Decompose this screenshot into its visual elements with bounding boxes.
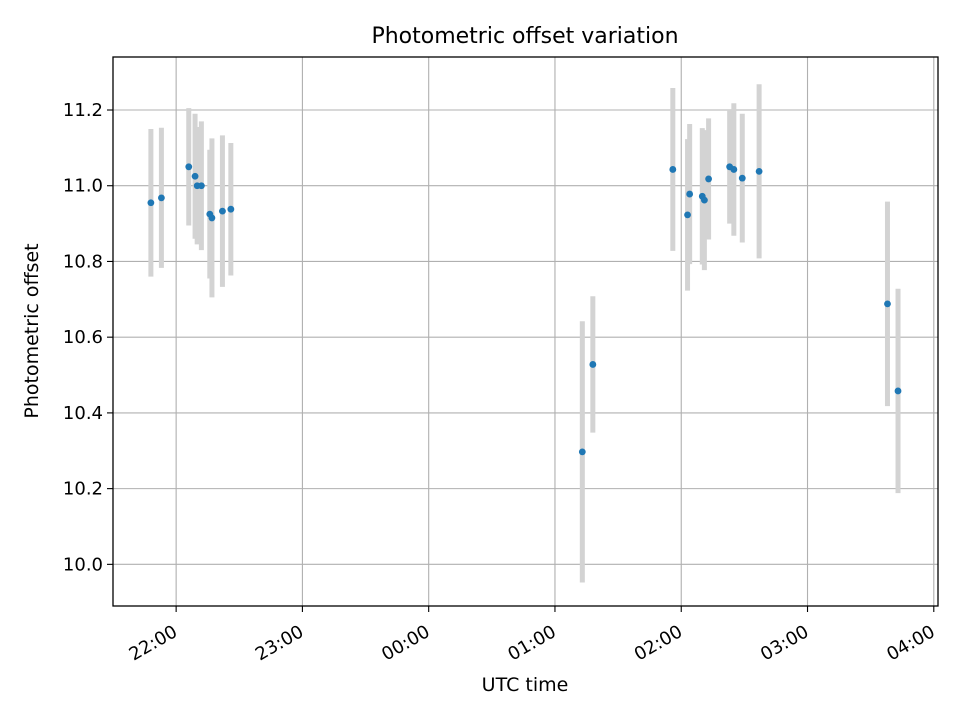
data-point (147, 199, 155, 207)
data-point (884, 300, 891, 308)
data-point (219, 207, 226, 215)
grid (113, 57, 938, 606)
data-point (208, 214, 216, 222)
data-point (191, 172, 199, 180)
chart-title: Photometric offset variation (371, 24, 678, 49)
data-point (686, 190, 694, 198)
data-point (700, 196, 708, 204)
data-point (730, 166, 738, 173)
y-tick-label: 10.0 (63, 554, 103, 575)
data-point (158, 194, 165, 202)
data-point (185, 163, 193, 171)
x-axis-label: UTC time (482, 674, 569, 696)
y-tick-label: 10.6 (63, 327, 103, 348)
data-point (669, 166, 677, 173)
plot-frame (112, 56, 939, 607)
data-point (589, 361, 597, 368)
data-point (684, 211, 691, 219)
y-axis-ticks: 10.0 10.2 10.4 10.6 10.8 11.0 11.2 (63, 100, 113, 575)
y-tick-label: 10.2 (63, 479, 103, 500)
plot-area-background (113, 57, 938, 606)
data-point (894, 387, 902, 395)
data-point (578, 448, 586, 456)
y-tick-label: 10.8 (63, 251, 103, 272)
y-tick-label: 10.4 (63, 403, 103, 424)
data-point (738, 174, 746, 182)
data-point (755, 167, 763, 175)
y-tick-label: 11.0 (63, 176, 103, 197)
data-point (227, 205, 235, 213)
y-axis-label: Photometric offset (21, 243, 43, 418)
y-tick-label: 11.2 (63, 100, 103, 121)
data-point (705, 175, 712, 183)
data-point (197, 182, 205, 190)
data-points (147, 163, 902, 456)
